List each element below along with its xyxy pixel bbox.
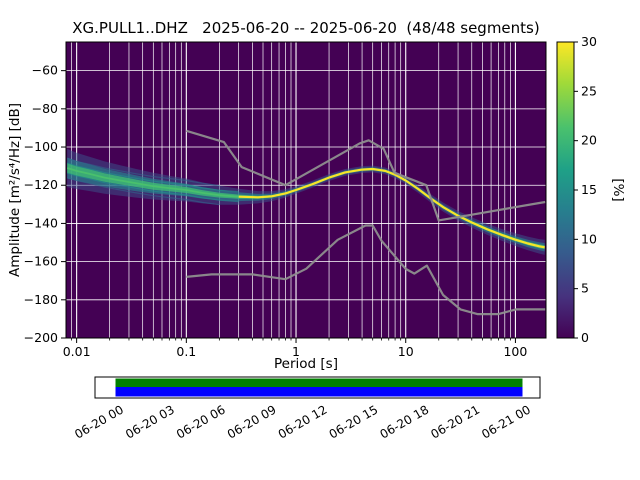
y-tick-label: −120 <box>24 177 58 192</box>
noise-model-line-nhnm <box>185 129 546 222</box>
colorbar-tick-label: 0 <box>581 330 589 345</box>
psd-mode-line <box>238 167 545 249</box>
psd-streak <box>67 172 239 203</box>
colorbar-tick-label: 10 <box>581 231 597 246</box>
timeline-tick-label: 06-20 15 <box>327 402 381 441</box>
y-axis-label: Amplitude [m²/s⁴/Hz] [dB] <box>7 102 23 278</box>
x-tick-label: 0.1 <box>176 344 196 359</box>
psd-streak <box>67 177 220 206</box>
colorbar-frame <box>556 41 575 339</box>
colorbar-tick-label: 30 <box>581 34 597 49</box>
timeline-tick-label: 06-21 00 <box>479 402 533 441</box>
psd-distribution <box>66 129 546 316</box>
psd-streak <box>67 162 239 193</box>
timeline-tick-label: 06-20 06 <box>174 402 228 441</box>
noise-model-line-nlnm <box>186 224 546 316</box>
timeline-tick-label: 06-20 12 <box>276 402 330 441</box>
x-axis-label: Period [s] <box>274 356 338 372</box>
chart-title: XG.PULL1..DHZ 2025-06-20 -- 2025-06-20 (… <box>72 19 540 37</box>
timeline-coverage-blue <box>115 387 523 397</box>
timeline-tick-label: 06-20 21 <box>428 402 482 441</box>
timeline-tick-label: 06-20 00 <box>72 402 126 441</box>
colorbar <box>557 42 574 338</box>
y-tick-label: −100 <box>24 139 58 154</box>
y-tick-label: −180 <box>24 292 58 307</box>
timeline-coverage-green <box>115 378 523 387</box>
colorbar-tick-label: 5 <box>581 281 589 296</box>
y-tick-label: −140 <box>24 215 58 230</box>
x-tick-label: 0.01 <box>63 344 91 359</box>
psd-mode-line <box>66 167 239 198</box>
colorbar-tick-label: 20 <box>581 133 597 148</box>
x-tick-label: 100 <box>503 344 527 359</box>
axis-ticks: 0.01 0.1 1 10 100−60−80−100−120−140−160−180−… <box>24 34 597 359</box>
y-tick-label: −80 <box>32 101 58 116</box>
colorbar-tick-label: 25 <box>581 83 597 98</box>
timeline-tick-label: 06-20 18 <box>378 402 432 441</box>
y-tick-label: −160 <box>24 254 58 269</box>
colorbar-label: [%] <box>610 178 626 202</box>
psd-streak <box>67 157 220 187</box>
x-tick-label: 10 <box>398 344 414 359</box>
y-tick-label: −60 <box>32 63 58 78</box>
timeline-tick-label: 06-20 09 <box>225 402 279 441</box>
y-tick-label: −200 <box>24 330 58 345</box>
x-tick-label: 1 <box>292 344 300 359</box>
timeline-tick-label: 06-20 03 <box>123 402 177 441</box>
plot-frame <box>65 41 547 339</box>
colorbar-tick-label: 15 <box>581 182 597 197</box>
